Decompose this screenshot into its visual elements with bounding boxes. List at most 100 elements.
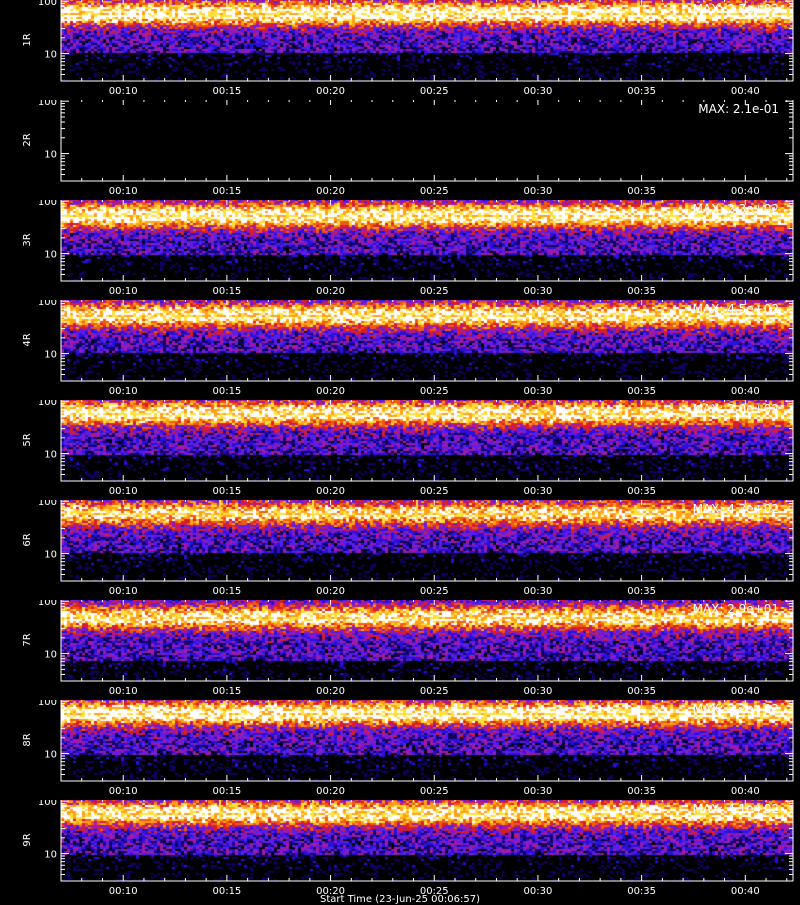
x-tick-label: 00:25 [420, 586, 449, 597]
x-tick-label: 00:20 [316, 86, 345, 97]
plot-frame [60, 800, 794, 882]
x-tick-label: 00:10 [109, 786, 138, 797]
plot-frame [60, 300, 794, 382]
x-tick-label: 00:35 [627, 86, 656, 97]
spectrogram-panel-2r: 100 10 00:10 00:15 00:20 00:25 00:30 00:35 00:40… [22, 100, 794, 197]
panel-label: 1R [22, 33, 33, 46]
panel-label: 4R [22, 333, 33, 346]
y-tick-label: 100 [38, 300, 57, 308]
y-tick-label: 100 [38, 0, 57, 8]
heatmap-image [61, 600, 793, 681]
x-tick-label: 00:30 [524, 386, 553, 397]
max-annotation: MAX: 2.1e-01 [698, 102, 779, 116]
max-annotation: MAX: 4.3e+02 [693, 502, 779, 516]
heatmap-image [61, 200, 793, 281]
x-tick-label: 00:25 [420, 486, 449, 497]
x-tick-label: 00:25 [420, 886, 449, 897]
panel-label: 7R [22, 633, 33, 646]
max-annotation: MAX: 2.7e+02 [693, 2, 779, 16]
x-tick-label: 00:30 [524, 886, 553, 897]
y-tick-label: 10 [44, 350, 57, 361]
y-tick-label: 100 [38, 700, 57, 708]
x-tick-label: 00:10 [109, 486, 138, 497]
panel-label: 3R [22, 233, 33, 246]
x-tick-label: 00:25 [420, 786, 449, 797]
x-tick-label: 00:25 [420, 186, 449, 197]
x-tick-label: 00:35 [627, 686, 656, 697]
x-tick-label: 00:25 [420, 686, 449, 697]
x-tick-label: 00:40 [731, 286, 760, 297]
x-tick-label: 00:20 [316, 586, 345, 597]
panel-label: 6R [22, 533, 33, 546]
spectrogram-panel-9r: 100 10 00:10 00:15 00:20 00:25 00:30 00:35 00:40… [22, 800, 794, 897]
x-tick-label: 00:40 [731, 886, 760, 897]
x-tick-label: 00:10 [109, 386, 138, 397]
y-tick-label: 10 [44, 550, 57, 561]
x-tick-label: 00:20 [316, 686, 345, 697]
y-tick-label: 100 [38, 200, 57, 208]
x-tick-label: 00:15 [212, 286, 241, 297]
x-tick-label: 00:15 [212, 386, 241, 397]
plot-frame [60, 600, 794, 682]
y-axis-ticks [61, 200, 793, 282]
x-tick-label: 00:35 [627, 786, 656, 797]
x-tick-label: 00:40 [731, 186, 760, 197]
x-tick-label: 00:30 [524, 586, 553, 597]
plot-frame [60, 200, 794, 282]
max-annotation: MAX: 2.9e+01 [693, 602, 779, 616]
x-tick-label: 00:30 [524, 86, 553, 97]
panel-label: 5R [22, 433, 33, 446]
x-tick-label: 00:35 [627, 586, 656, 597]
y-axis-ticks [61, 600, 793, 682]
x-tick-label: 00:25 [420, 86, 449, 97]
y-tick-label: 100 [38, 500, 57, 508]
y-tick-label: 100 [38, 100, 57, 108]
heatmap-image [61, 700, 793, 781]
max-annotation: MAX: 4.5e+02 [693, 302, 779, 316]
x-tick-label: 00:35 [627, 486, 656, 497]
x-tick-label: 00:40 [731, 386, 760, 397]
x-tick-label: 00:15 [212, 786, 241, 797]
spectrogram-panel-3r: 100 10 00:10 00:15 00:20 00:25 00:30 00:35 00:40… [22, 200, 794, 297]
y-tick-label: 100 [38, 800, 57, 808]
x-tick-label: 00:15 [212, 886, 241, 897]
x-tick-label: 00:30 [524, 486, 553, 497]
x-tick-label: 00:40 [731, 486, 760, 497]
spectrogram-panel-1r: 100 10 00:10 00:15 00:20 00:25 00:30 00:35 00:40… [22, 0, 794, 97]
x-tick-label: 00:10 [109, 86, 138, 97]
x-tick-label: 00:15 [212, 486, 241, 497]
plot-frame [60, 700, 794, 782]
x-tick-label: 00:35 [627, 186, 656, 197]
y-tick-label: 10 [44, 150, 57, 161]
x-tick-label: 00:20 [316, 286, 345, 297]
spectrogram-panel-5r: 100 10 00:10 00:15 00:20 00:25 00:30 00:35 00:40… [22, 400, 794, 497]
spectrogram-panel-6r: 100 10 00:10 00:15 00:20 00:25 00:30 00:35 00:40… [22, 500, 794, 597]
x-tick-label: 00:15 [212, 586, 241, 597]
y-axis-ticks [61, 800, 793, 882]
x-tick-label: 00:35 [627, 886, 656, 897]
x-tick-label: 00:10 [109, 186, 138, 197]
y-axis-ticks [61, 500, 793, 582]
y-tick-label: 10 [44, 50, 57, 61]
panel-label: 2R [22, 133, 33, 146]
x-tick-label: 00:20 [316, 386, 345, 397]
x-tick-label: 00:20 [316, 886, 345, 897]
x-tick-label: 00:40 [731, 786, 760, 797]
max-annotation: MAX: 3.0e+02 [693, 402, 779, 416]
panel-label: 9R [22, 833, 33, 846]
y-tick-label: 10 [44, 850, 57, 861]
heatmap-image [61, 0, 793, 81]
y-axis-ticks [61, 300, 793, 382]
x-tick-label: 00:15 [212, 86, 241, 97]
x-tick-label: 00:10 [109, 586, 138, 597]
y-tick-label: 10 [44, 750, 57, 761]
x-tick-label: 00:40 [731, 586, 760, 597]
x-tick-label: 00:30 [524, 686, 553, 697]
x-tick-label: 00:15 [212, 686, 241, 697]
x-tick-label: 00:30 [524, 786, 553, 797]
y-tick-label: 10 [44, 250, 57, 261]
plot-frame [60, 0, 794, 82]
max-annotation: MAX: 4.1e+02 [693, 802, 779, 816]
heatmap-image [61, 100, 793, 181]
spectrogram-panel-7r: 100 10 00:10 00:15 00:20 00:25 00:30 00:35 00:40… [22, 600, 794, 697]
